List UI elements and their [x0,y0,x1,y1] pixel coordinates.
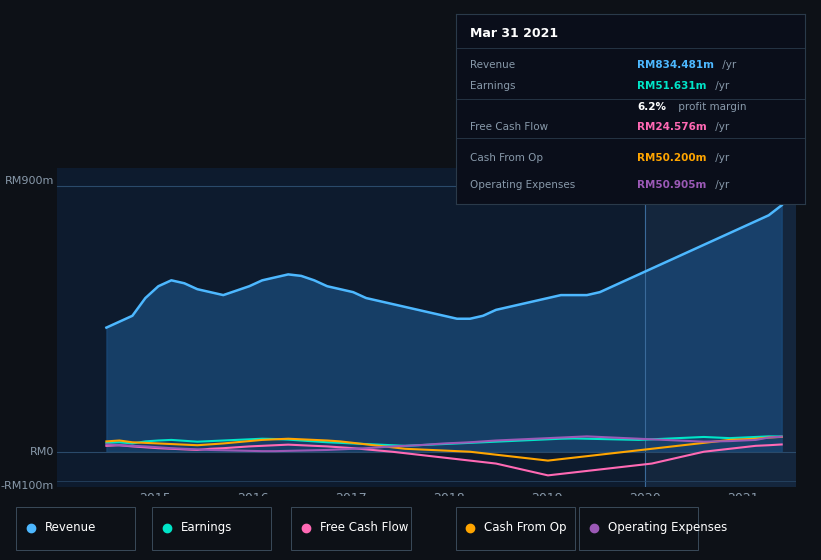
Text: Operating Expenses: Operating Expenses [608,521,727,534]
Text: Free Cash Flow: Free Cash Flow [470,122,548,132]
Text: Revenue: Revenue [470,60,515,71]
Text: Earnings: Earnings [181,521,232,534]
Text: Free Cash Flow: Free Cash Flow [320,521,409,534]
Text: /yr: /yr [712,153,729,163]
Text: Cash From Op: Cash From Op [484,521,566,534]
Text: RM51.631m: RM51.631m [637,81,707,91]
Text: RM834.481m: RM834.481m [637,60,714,71]
Text: RM24.576m: RM24.576m [637,122,707,132]
Text: RM50.905m: RM50.905m [637,180,707,190]
Text: /yr: /yr [712,81,729,91]
Text: RM900m: RM900m [4,176,54,186]
Text: Earnings: Earnings [470,81,515,91]
Bar [644,168,801,487]
Text: /yr: /yr [712,122,729,132]
Text: /yr: /yr [719,60,736,71]
Text: Revenue: Revenue [45,521,97,534]
Text: /yr: /yr [712,180,729,190]
Text: 6.2%: 6.2% [637,102,666,113]
Text: Operating Expenses: Operating Expenses [470,180,575,190]
Text: Cash From Op: Cash From Op [470,153,543,163]
Text: profit margin: profit margin [675,102,746,113]
Text: RM0: RM0 [30,447,54,457]
Text: Mar 31 2021: Mar 31 2021 [470,27,557,40]
Text: RM50.200m: RM50.200m [637,153,707,163]
Text: -RM100m: -RM100m [1,481,54,491]
